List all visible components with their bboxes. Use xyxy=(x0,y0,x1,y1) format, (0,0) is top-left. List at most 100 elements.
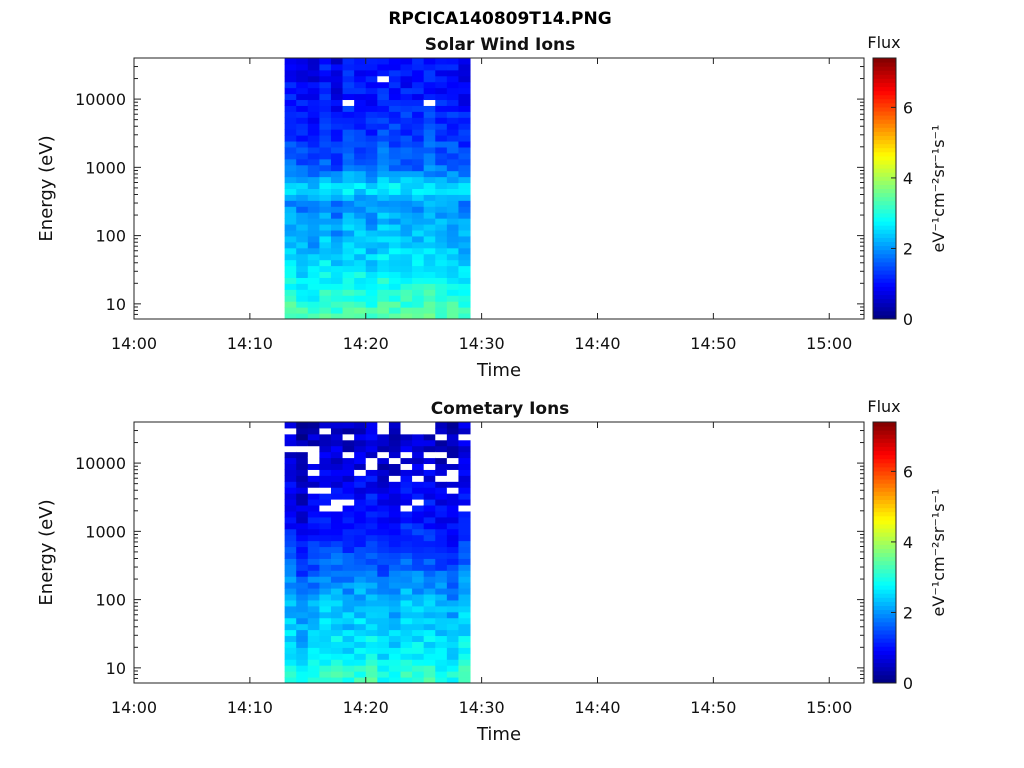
heatmap-cell xyxy=(400,87,413,95)
colorbar-tick-label: 0 xyxy=(903,674,913,693)
heatmap-cell xyxy=(388,427,402,435)
heatmap-cell xyxy=(284,200,297,207)
colorbar-swatch xyxy=(873,454,896,460)
colorbar-title: Flux xyxy=(867,397,900,416)
heatmap-cell xyxy=(412,499,425,506)
colorbar-swatch xyxy=(873,151,896,157)
heatmap-cell xyxy=(284,665,297,672)
heatmap-cell xyxy=(296,129,309,136)
heatmap-cell xyxy=(458,641,471,648)
heatmap-cell xyxy=(423,475,436,482)
heatmap-cell xyxy=(388,546,402,553)
heatmap-cell xyxy=(342,105,355,112)
heatmap-cell xyxy=(423,516,436,524)
heatmap-cell xyxy=(296,135,309,142)
heatmap-cell xyxy=(342,540,355,548)
colorbar-swatch xyxy=(873,634,896,639)
heatmap-cell xyxy=(342,505,355,512)
colorbar-swatch xyxy=(873,593,896,598)
colorbar-swatch xyxy=(873,298,896,304)
heatmap-cell xyxy=(307,641,320,648)
heatmap-cell xyxy=(388,265,402,273)
heatmap-cell xyxy=(330,439,344,447)
heatmap-cell xyxy=(423,493,436,500)
x-tick-label: 14:10 xyxy=(227,698,273,717)
heatmap-cell xyxy=(412,445,425,453)
heatmap-cell xyxy=(400,422,413,429)
heatmap-cell xyxy=(296,534,309,542)
heatmap-cell xyxy=(342,427,355,435)
heatmap-cell xyxy=(458,439,471,447)
x-tick-label: 14:00 xyxy=(111,334,157,353)
heatmap-cell xyxy=(307,582,320,589)
heatmap-cell xyxy=(400,647,413,654)
heatmap-cell xyxy=(377,283,390,290)
heatmap-cell xyxy=(342,570,355,577)
heatmap-cell xyxy=(412,259,425,267)
heatmap-cell xyxy=(412,505,425,512)
heatmap-cell xyxy=(307,164,320,172)
heatmap-cell xyxy=(342,194,355,201)
colorbar-swatch xyxy=(873,290,896,296)
heatmap-cell xyxy=(458,105,471,112)
heatmap-cell xyxy=(330,170,344,178)
heatmap-cell xyxy=(330,63,344,71)
heatmap-cell xyxy=(330,611,344,619)
heatmap-cell xyxy=(284,570,297,577)
heatmap-cell xyxy=(365,206,378,213)
heatmap-cell xyxy=(412,58,425,65)
heatmap-cell xyxy=(423,135,436,142)
heatmap-cell xyxy=(423,677,436,684)
heatmap-cell xyxy=(435,158,448,166)
heatmap-cell xyxy=(446,611,459,619)
heatmap-cell xyxy=(365,313,378,320)
heatmap-cell xyxy=(388,301,402,308)
heatmap-cell xyxy=(435,224,448,231)
heatmap-cell xyxy=(284,528,297,536)
heatmap-cell xyxy=(307,564,320,571)
heatmap-cell xyxy=(446,75,459,83)
heatmap-cell xyxy=(446,659,459,666)
heatmap-cell xyxy=(354,206,367,213)
heatmap-cell xyxy=(307,570,320,577)
heatmap-cell xyxy=(458,289,471,296)
heatmap-cell xyxy=(307,182,320,189)
heatmap-cell xyxy=(354,253,367,261)
heatmap-cell xyxy=(330,265,344,273)
heatmap-cell xyxy=(307,93,320,101)
x-axis-label: Time xyxy=(476,360,521,381)
heatmap-cell xyxy=(342,439,355,447)
heatmap-cell xyxy=(330,659,344,666)
colorbar-swatch xyxy=(873,613,896,619)
colorbar-swatch xyxy=(873,678,896,684)
heatmap-cell xyxy=(330,623,344,631)
colorbar-tick-label: 4 xyxy=(903,533,913,552)
heatmap-cell xyxy=(354,540,367,548)
heatmap-cell xyxy=(388,528,402,536)
heatmap-cell xyxy=(354,123,367,130)
heatmap-cell xyxy=(446,271,459,278)
heatmap-cell xyxy=(354,510,367,518)
heatmap-cell xyxy=(377,212,390,219)
heatmap-cell xyxy=(296,594,309,601)
heatmap-cell xyxy=(377,516,390,524)
heatmap-cell xyxy=(446,93,459,101)
heatmap-cell xyxy=(296,253,309,261)
heatmap-cell xyxy=(307,135,320,142)
colorbar-swatch xyxy=(873,560,896,566)
heatmap-cell xyxy=(296,546,309,553)
heatmap-cell xyxy=(377,629,390,637)
heatmap-cell xyxy=(307,487,320,494)
heatmap-cell xyxy=(377,58,390,65)
heatmap-cell xyxy=(388,475,402,482)
heatmap-cell xyxy=(458,241,471,249)
heatmap-cell xyxy=(319,105,332,112)
heatmap-cell xyxy=(342,235,355,243)
heatmap-cell xyxy=(388,129,402,136)
heatmap-cell xyxy=(412,528,425,536)
heatmap-cell xyxy=(319,253,332,261)
heatmap-cell xyxy=(377,481,390,488)
heatmap-cell xyxy=(377,271,390,278)
heatmap-cell xyxy=(423,123,436,130)
heatmap-cell xyxy=(377,87,390,95)
